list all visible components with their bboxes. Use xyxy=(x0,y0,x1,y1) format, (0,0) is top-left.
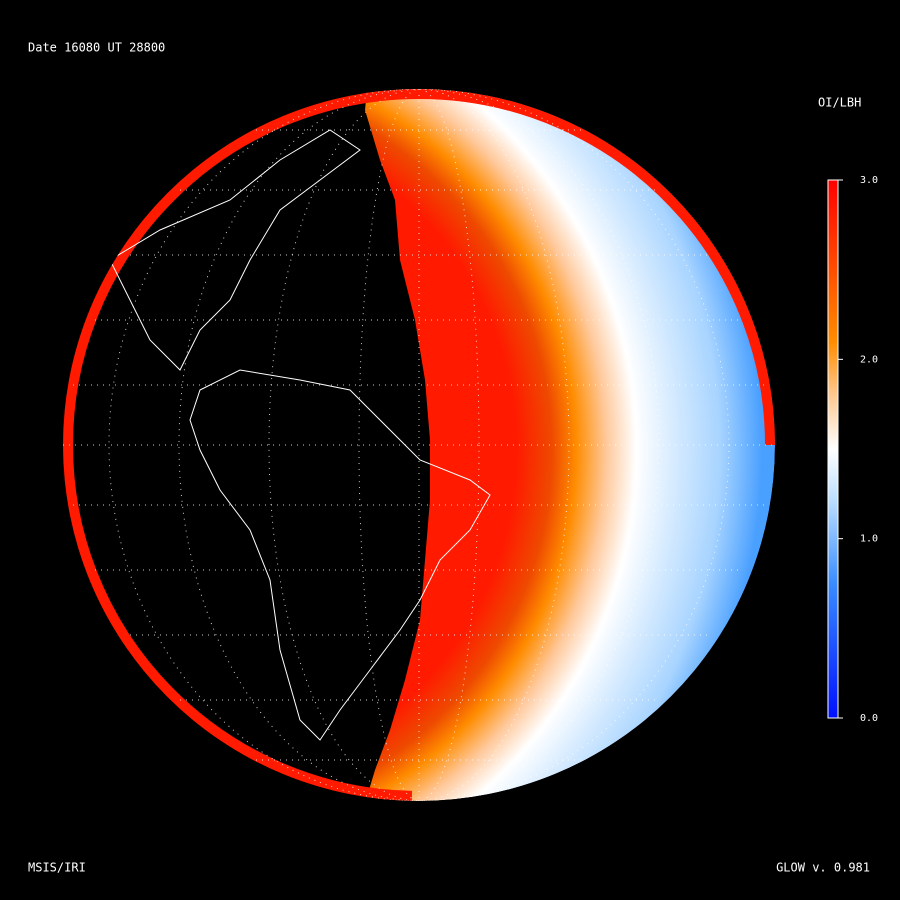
colorbar-title: OI/LBH xyxy=(818,96,861,110)
colorbar-tick-label: 2.0 xyxy=(860,354,878,365)
graticule xyxy=(63,89,775,801)
colorbar-tick-label: 0.0 xyxy=(860,713,878,724)
colorbar-tick-label: 3.0 xyxy=(860,175,878,186)
colorbar xyxy=(827,179,839,719)
date-label: Date 16080 UT 28800 xyxy=(28,41,165,55)
night-side xyxy=(63,89,430,801)
colorbar-tick-label: 1.0 xyxy=(860,534,878,545)
model-label: MSIS/IRI xyxy=(28,861,86,875)
globe xyxy=(63,89,775,801)
version-label: GLOW v. 0.981 xyxy=(776,861,870,875)
coastlines xyxy=(109,129,491,741)
